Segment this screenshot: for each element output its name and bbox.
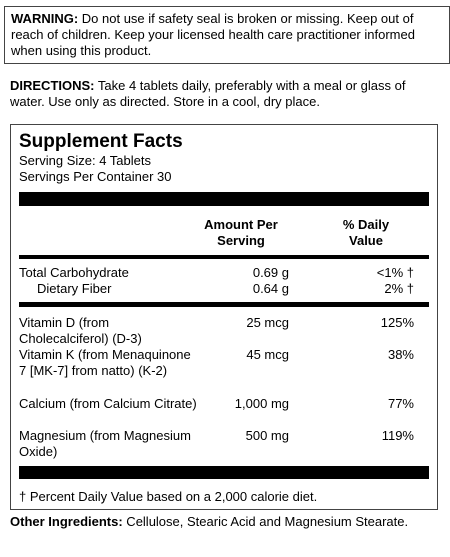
other-ingredients: Other Ingredients: Cellulose, Stearic Ac… [10,514,430,530]
serving-info: Serving Size: 4 Tablets Servings Per Con… [19,153,171,185]
thick-divider [19,192,429,206]
nutrient-name: Vitamin K (from Menaquinone 7 [MK-7] fro… [19,347,191,378]
supplement-facts-panel: Supplement Facts Serving Size: 4 Tablets… [10,124,438,510]
directions-text: Take 4 tablets daily, preferably with a … [10,78,406,109]
section-divider [19,302,429,307]
amount-header-line-2: Serving [217,233,265,248]
header-divider [19,255,429,259]
nutrient-amount: 25 mcg [246,315,289,330]
nutrient-amount: 1,000 mg [234,396,289,411]
nutrient-dv: <1% † [376,265,414,280]
nutrient-dv: 77% [387,396,414,411]
nutrient-amount: 45 mcg [246,347,289,362]
dv-header-line-1: % Daily [342,217,390,232]
nutrient-name: Vitamin D (from Cholecalciferol) (D-3) [19,315,142,346]
facts-title: Supplement Facts [19,131,183,152]
nutrient-dv: 125% [380,315,414,330]
warning-box: WARNING: Do not use if safety seal is br… [4,6,450,64]
nutrient-dv: 2% † [384,281,414,296]
nutrient-name: Magnesium (from Magnesium Oxide) [19,428,191,459]
nutrient-name: Dietary Fiber [37,281,112,296]
daily-value-header: % Daily Value [311,217,421,249]
serving-size: Serving Size: 4 Tablets [19,153,151,168]
nutrient-dv: 38% [387,347,414,362]
directions-text-block: DIRECTIONS: Take 4 tablets daily, prefer… [10,78,440,110]
amount-header: Amount Per Serving [181,217,301,249]
nutrient-dv: 119% [381,428,414,443]
servings-per-container: Servings Per Container 30 [19,169,172,184]
nutrient-amount: 0.69 g [252,265,289,280]
warning-label: WARNING: [11,11,79,26]
nutrient-name: Total Carbohydrate [19,265,129,280]
amount-header-line-1: Amount Per [204,217,278,232]
directions-label: DIRECTIONS: [10,78,95,93]
other-ingredients-text: Cellulose, Stearic Acid and Magnesium St… [122,514,409,529]
nutrient-amount: 500 mg [245,428,289,443]
nutrient-amount: 0.64 g [252,281,289,296]
other-ingredients-label: Other Ingredients: [10,514,123,529]
footnote: † Percent Daily Value based on a 2,000 c… [19,489,318,504]
nutrient-name: Calcium (from Calcium Citrate) [19,396,197,411]
bottom-thick-divider [19,466,429,479]
dv-header-line-2: Value [349,233,383,248]
warning-text: Do not use if safety seal is broken or m… [11,11,415,58]
